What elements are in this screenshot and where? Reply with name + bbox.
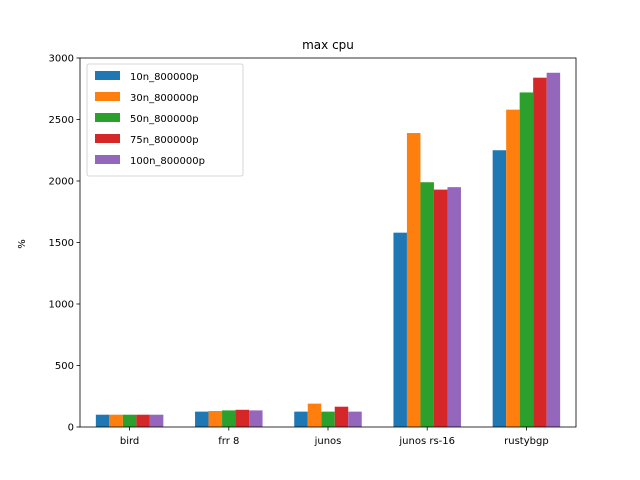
x-tick-label: frr 8: [218, 436, 239, 447]
legend-swatch-75n_800000p: [95, 134, 120, 143]
legend-swatch-100n_800000p: [95, 155, 120, 164]
bar-30n_800000p-junos-rs-16: [406, 133, 421, 427]
bar-30n_800000p-bird: [109, 414, 123, 427]
bar-50n_800000p-junos-rs-16: [420, 182, 434, 427]
y-tick-label: 2000: [49, 177, 74, 188]
chart-title: max cpu: [302, 38, 354, 52]
bar-100n_800000p-frr-8: [249, 410, 263, 427]
bar-50n_800000p-junos: [321, 411, 335, 428]
bar-10n_800000p-bird: [95, 414, 110, 427]
bar-10n_800000p-junos-rs-16: [393, 232, 407, 427]
x-tick-label: rustybgp: [504, 436, 549, 447]
bar-10n_800000p-junos: [294, 411, 308, 428]
x-tick-label: junos: [314, 436, 342, 447]
bar-10n_800000p-rustybgp: [492, 150, 507, 427]
y-tick-label: 3000: [49, 54, 74, 65]
legend-label-30n_800000p: 30n_800000p: [130, 93, 199, 104]
y-tick-label: 1000: [49, 300, 74, 311]
bar-50n_800000p-frr-8: [222, 410, 236, 427]
bar-100n_800000p-junos: [348, 411, 362, 428]
legend-label-75n_800000p: 75n_800000p: [130, 135, 199, 146]
y-tick-label: 2500: [49, 115, 74, 126]
y-tick-label: 1500: [49, 238, 74, 249]
legend-box: [86, 63, 244, 177]
bar-100n_800000p-bird: [149, 414, 164, 427]
bar-75n_800000p-junos: [334, 406, 349, 427]
bar-100n_800000p-junos-rs-16: [447, 187, 461, 427]
bar-50n_800000p-rustybgp: [519, 92, 534, 427]
bar-75n_800000p-bird: [136, 414, 150, 427]
legend-swatch-10n_800000p: [95, 71, 120, 80]
bar-30n_800000p-frr-8: [208, 411, 223, 427]
bar-75n_800000p-junos-rs-16: [433, 189, 448, 427]
bar-50n_800000p-bird: [122, 414, 137, 427]
y-tick-label: 0: [68, 423, 74, 434]
y-axis-label: %: [17, 239, 28, 249]
bar-75n_800000p-rustybgp: [533, 77, 547, 428]
x-tick-label: junos rs-16: [398, 436, 455, 447]
bar-100n_800000p-rustybgp: [546, 72, 561, 427]
bar-75n_800000p-frr-8: [235, 409, 250, 427]
x-tick-label: bird: [120, 436, 139, 447]
bar-10n_800000p-frr-8: [195, 411, 209, 428]
legend-label-50n_800000p: 50n_800000p: [130, 114, 199, 125]
legend: 10n_800000p 30n_800000p 50n_800000p 75n_800…: [86, 63, 244, 177]
plot-area: 0 500 1000 1500 2000 2500 3000 bird frr 8 junos ju…: [49, 54, 577, 447]
legend-swatch-50n_800000p: [95, 113, 120, 122]
y-tick-label: 500: [55, 361, 74, 372]
bar-30n_800000p-rustybgp: [506, 109, 520, 427]
legend-label-100n_800000p: 100n_800000p: [130, 156, 205, 167]
legend-label-10n_800000p: 10n_800000p: [130, 72, 199, 83]
bar-30n_800000p-junos: [307, 403, 322, 427]
legend-swatch-30n_800000p: [95, 92, 120, 101]
